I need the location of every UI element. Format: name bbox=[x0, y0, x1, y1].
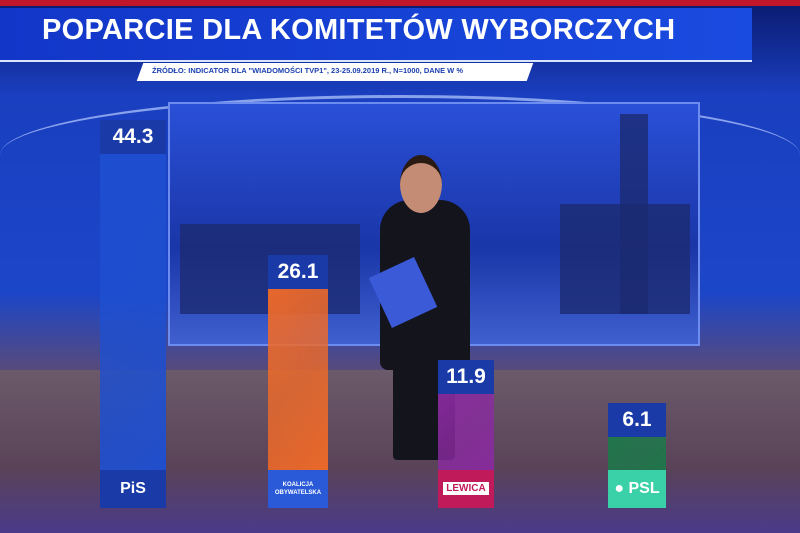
party-logo-ko: KOALICJA OBYWATELSKA bbox=[268, 469, 328, 508]
value-label: 26.1 bbox=[268, 254, 328, 289]
bar-ko: 26.1 KOALICJA OBYWATELSKA bbox=[268, 254, 328, 508]
value-label: 6.1 bbox=[608, 402, 666, 437]
value-label: 44.3 bbox=[100, 120, 166, 155]
studio-arc bbox=[0, 95, 800, 155]
top-red-line bbox=[0, 0, 800, 6]
bar-fill bbox=[100, 120, 166, 508]
tower-silhouette bbox=[620, 114, 648, 314]
bar-lewica: 11.9 LEWICA bbox=[438, 359, 494, 508]
bar-psl: 6.1 ● PSL bbox=[608, 402, 666, 508]
party-logo-psl: ● PSL bbox=[608, 469, 666, 508]
party-logo-lewica: LEWICA bbox=[438, 469, 494, 508]
title-bar bbox=[0, 8, 752, 62]
bar-pis: 44.3 PiS bbox=[100, 120, 166, 508]
value-label: 11.9 bbox=[438, 359, 494, 394]
presenter-head bbox=[400, 155, 442, 213]
bar-fill bbox=[268, 254, 328, 508]
party-logo-pis: PiS bbox=[100, 469, 166, 508]
chart-title: POPARCIE DLA KOMITETÓW WYBORCZYCH bbox=[42, 14, 676, 46]
lewica-logo-text: LEWICA bbox=[443, 482, 489, 496]
source-note: ŹRÓDŁO: INDICATOR DLA "WIADOMOŚCI TVP1",… bbox=[152, 66, 463, 75]
